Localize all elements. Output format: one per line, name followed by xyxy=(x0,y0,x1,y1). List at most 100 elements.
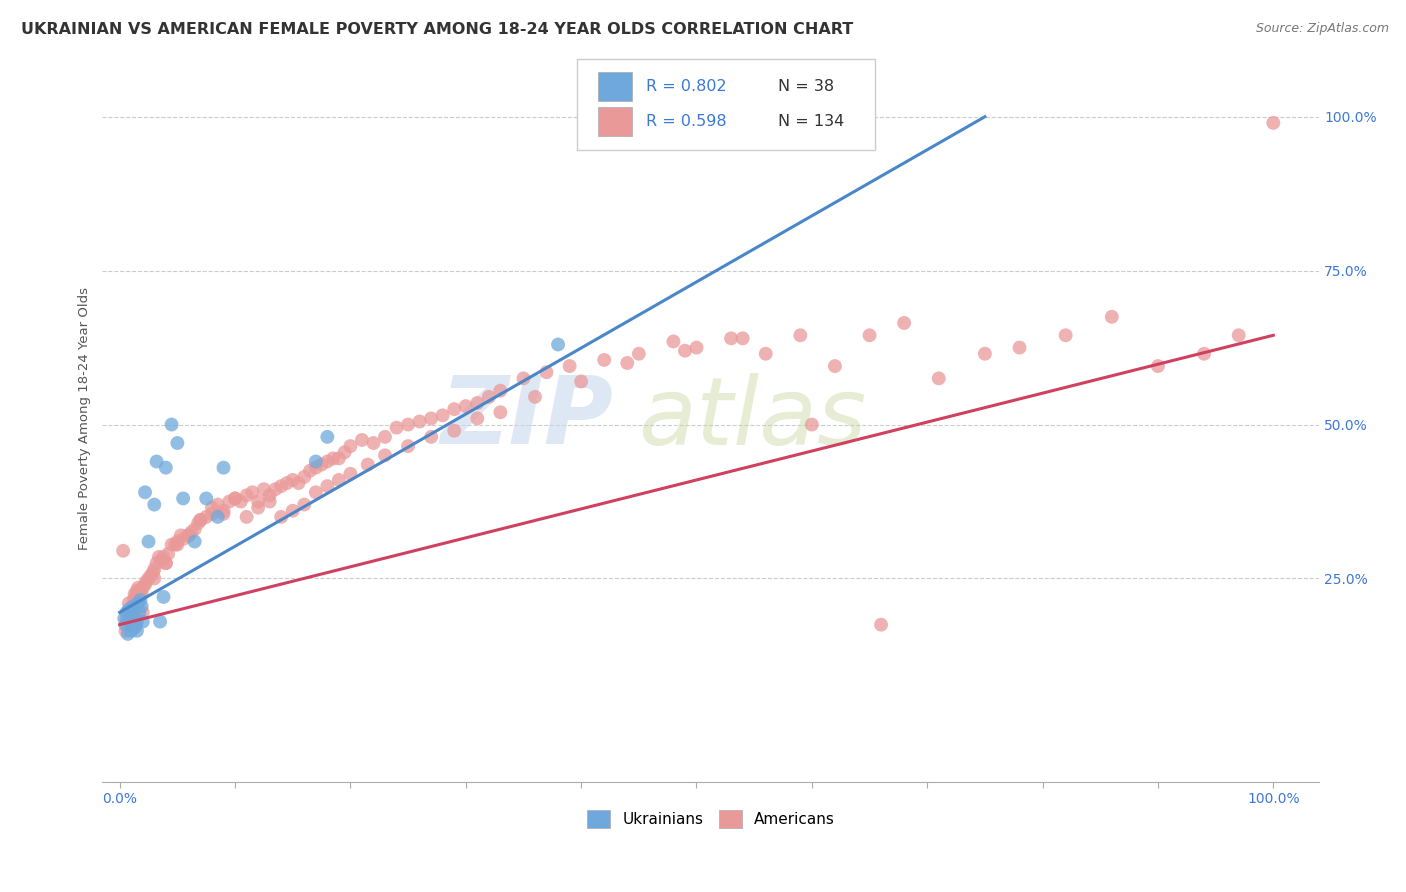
Point xyxy=(240,485,263,500)
Point xyxy=(316,430,339,444)
Point xyxy=(281,504,304,518)
Point xyxy=(114,624,136,638)
Point xyxy=(124,587,146,601)
Y-axis label: Female Poverty Among 18-24 Year Olds: Female Poverty Among 18-24 Year Olds xyxy=(79,287,91,549)
FancyBboxPatch shape xyxy=(576,59,875,150)
Point xyxy=(443,402,465,417)
Point xyxy=(420,430,443,444)
Text: N = 134: N = 134 xyxy=(778,114,844,128)
Point xyxy=(177,528,200,542)
Point xyxy=(893,316,915,330)
Text: atlas: atlas xyxy=(638,373,866,464)
Point xyxy=(129,583,152,598)
Point xyxy=(172,491,194,506)
Point xyxy=(132,605,155,619)
Point xyxy=(731,331,754,345)
Point xyxy=(121,602,143,616)
Point xyxy=(235,509,257,524)
Point xyxy=(311,458,333,472)
Point xyxy=(536,365,558,379)
Point xyxy=(112,611,135,625)
Point xyxy=(593,352,616,367)
Point xyxy=(165,538,187,552)
Point xyxy=(132,615,155,629)
Point xyxy=(478,390,501,404)
Point xyxy=(1054,328,1077,343)
Point xyxy=(122,599,145,614)
Point xyxy=(166,534,188,549)
Text: N = 38: N = 38 xyxy=(778,78,834,94)
Point xyxy=(122,608,145,623)
Text: UKRAINIAN VS AMERICAN FEMALE POVERTY AMONG 18-24 YEAR OLDS CORRELATION CHART: UKRAINIAN VS AMERICAN FEMALE POVERTY AMO… xyxy=(21,22,853,37)
Point xyxy=(385,420,408,434)
Point xyxy=(357,458,380,472)
Point xyxy=(858,328,880,343)
Point xyxy=(143,572,166,586)
Point xyxy=(547,337,569,351)
Point xyxy=(616,356,638,370)
Point xyxy=(420,411,443,425)
Point xyxy=(305,454,328,468)
Text: R = 0.598: R = 0.598 xyxy=(647,114,727,128)
Point xyxy=(127,596,149,610)
Point xyxy=(408,415,430,429)
Point xyxy=(212,504,235,518)
Point xyxy=(118,602,141,616)
Point xyxy=(247,500,270,515)
FancyBboxPatch shape xyxy=(598,72,631,101)
Point xyxy=(190,513,212,527)
Point xyxy=(1227,328,1250,343)
Point xyxy=(685,341,707,355)
Point xyxy=(443,424,465,438)
Point xyxy=(558,359,581,373)
Point xyxy=(396,439,419,453)
Point xyxy=(125,624,148,638)
Point xyxy=(299,464,322,478)
Point xyxy=(145,454,167,468)
Point xyxy=(187,516,209,530)
Point xyxy=(118,596,141,610)
Point xyxy=(662,334,685,349)
Point xyxy=(117,605,139,619)
Point xyxy=(524,390,547,404)
Point xyxy=(195,491,218,506)
Point xyxy=(512,371,534,385)
Point xyxy=(124,621,146,635)
Point xyxy=(287,476,309,491)
Point xyxy=(170,528,193,542)
Point xyxy=(489,405,512,419)
Point xyxy=(142,566,165,580)
Point xyxy=(305,460,328,475)
Point xyxy=(396,417,419,432)
Point xyxy=(117,627,139,641)
Point xyxy=(253,482,276,496)
Point xyxy=(465,411,488,425)
Point xyxy=(143,498,166,512)
Point xyxy=(322,451,344,466)
Point xyxy=(115,611,138,625)
Point xyxy=(1101,310,1123,324)
Point xyxy=(224,491,246,506)
Point xyxy=(789,328,811,343)
Point xyxy=(115,605,138,619)
Point xyxy=(131,587,153,601)
Point xyxy=(128,590,150,604)
Point xyxy=(128,605,150,619)
Point xyxy=(139,568,162,582)
Point xyxy=(489,384,512,398)
Point xyxy=(305,485,328,500)
Point xyxy=(114,617,136,632)
Point xyxy=(138,534,160,549)
Point xyxy=(281,473,304,487)
Point xyxy=(190,513,212,527)
Point xyxy=(166,538,188,552)
Point xyxy=(148,549,170,564)
Point xyxy=(160,538,183,552)
Point xyxy=(259,494,281,508)
Point xyxy=(201,500,224,515)
Point xyxy=(120,605,142,619)
Point xyxy=(160,417,183,432)
Point xyxy=(569,375,592,389)
Point xyxy=(974,347,997,361)
Point xyxy=(928,371,950,385)
